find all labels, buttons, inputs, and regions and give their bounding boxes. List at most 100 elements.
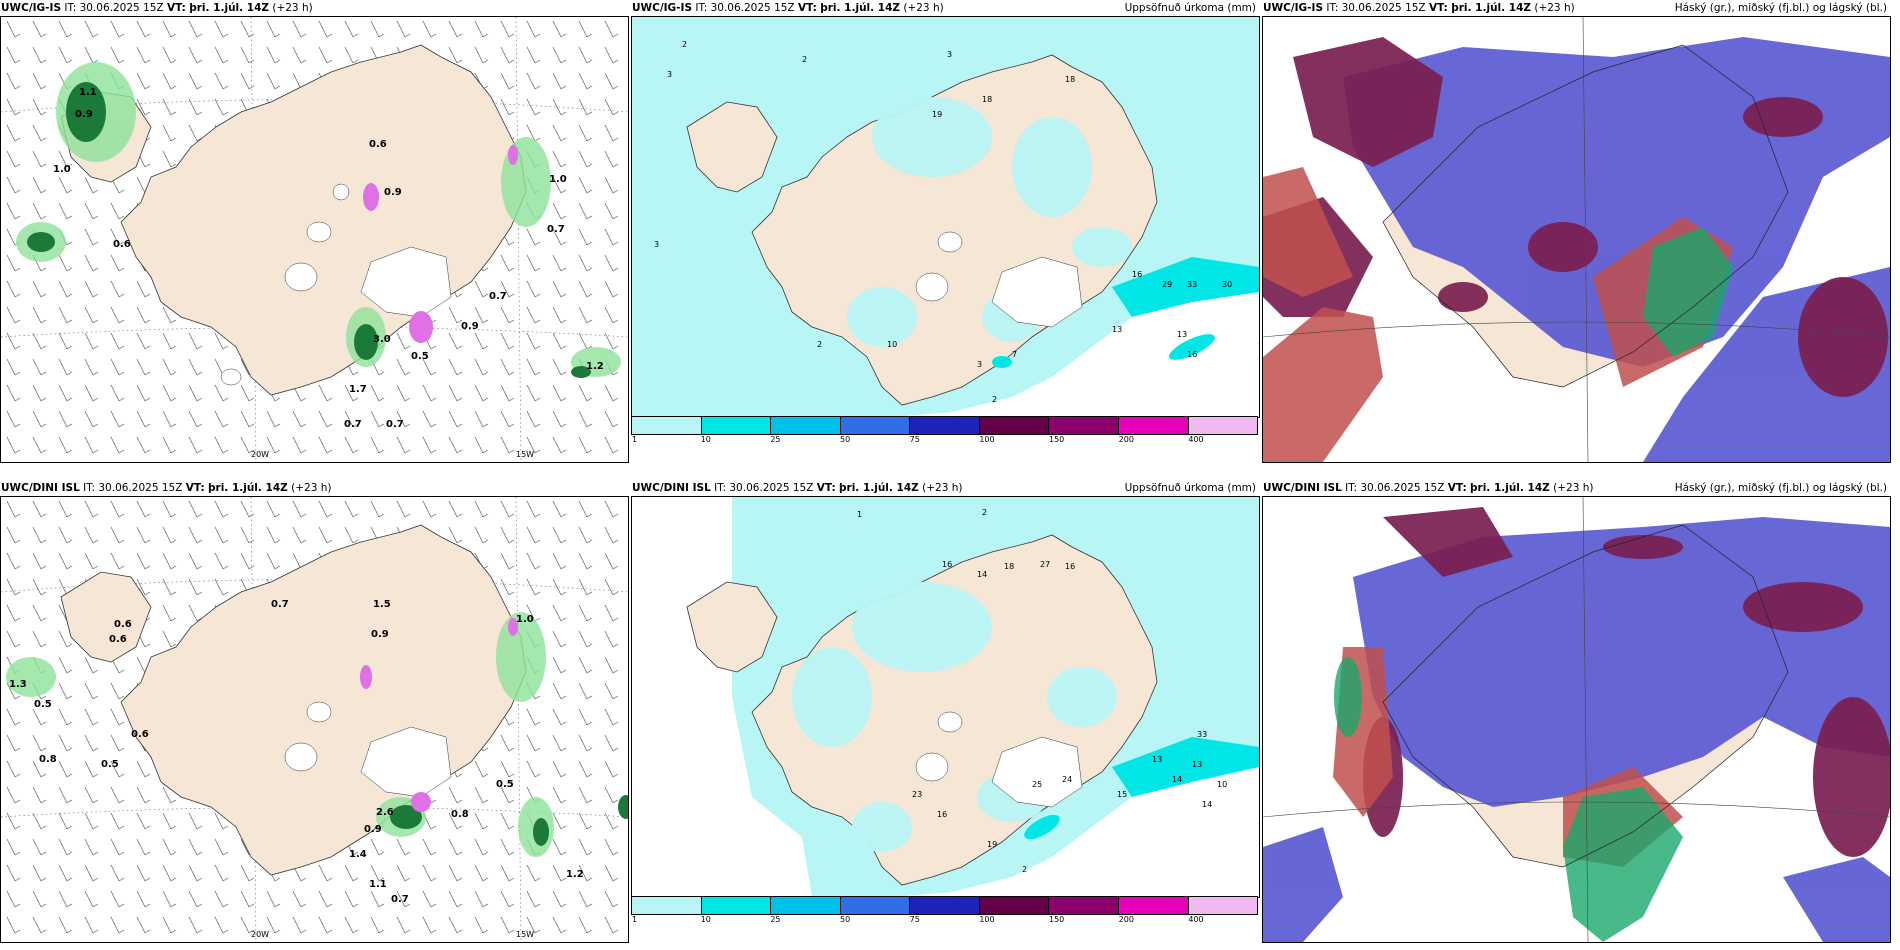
- precip-value: 3: [977, 360, 982, 369]
- cloud-map: [1263, 17, 1890, 462]
- panel-title: UWC/IG-IS IT: 30.06.2025 15Z VT: þri. 1.…: [0, 0, 629, 16]
- colorbar-cell: [701, 897, 772, 914]
- lon-label: 15W: [516, 930, 534, 939]
- field-title: Háský (gr.), miðský (fj.bl.) og lágský (…: [1674, 2, 1887, 14]
- vt-label: VT:: [816, 482, 836, 494]
- precip-rate-labels: 1.1 0.9 1.0 0.6 0.6 0.9 1.0 0.7 0.7 0.9 …: [53, 87, 604, 430]
- precip-value: 19: [987, 840, 997, 849]
- precip-value: 3: [654, 240, 659, 249]
- vt-label: VT:: [185, 482, 205, 494]
- wind-map: 1.1 0.9 1.0 0.6 0.6 0.9 1.0 0.7 0.7 0.9 …: [1, 17, 628, 462]
- colorbar-label: 1: [632, 435, 638, 444]
- precip-value: 2: [1022, 865, 1027, 874]
- rate-label: 0.7: [391, 894, 409, 905]
- rate-label: 1.2: [586, 361, 604, 372]
- precip-value: 16: [937, 810, 947, 819]
- colorbar-label: 100: [979, 915, 995, 924]
- lon-label: 20W: [251, 930, 269, 939]
- colorbar-label: 75: [909, 915, 920, 924]
- rate-label: 0.5: [34, 699, 52, 710]
- rate-label: 0.6: [114, 619, 132, 630]
- colorbar-cell: [1049, 417, 1119, 434]
- vt-label: VT:: [1447, 482, 1467, 494]
- precip-value: 16: [942, 560, 952, 569]
- colorbar-label: 50: [840, 915, 851, 924]
- lead-time: (+23 h): [922, 482, 963, 494]
- panel-dini-cloud: UWC/DINI ISL IT: 30.06.2025 15Z VT: þri.…: [1262, 480, 1891, 944]
- precip-values: 1 2 16 14 18 27 16 33 13 13 14 10 14 25 …: [857, 508, 1227, 874]
- lead-time: (+23 h): [272, 2, 313, 14]
- rate-label: 0.7: [344, 419, 362, 430]
- panel-ig-precip: UWC/IG-IS IT: 30.06.2025 15Z VT: þri. 1.…: [631, 0, 1260, 464]
- rate-label: 0.5: [101, 759, 119, 770]
- precip-value: 18: [1065, 75, 1075, 84]
- wind-map: 0.6 0.6 0.7 1.5 0.9 1.0 1.3 0.5 0.8 0.5 …: [1, 497, 628, 942]
- rate-label: 0.8: [39, 754, 57, 765]
- rate-label: 0.6: [369, 139, 387, 150]
- lead-time: (+23 h): [1534, 2, 1575, 14]
- model-name: UWC/IG-IS: [632, 2, 693, 14]
- precip-value: 27: [1040, 560, 1050, 569]
- precip-value: 14: [977, 570, 987, 579]
- colorbar-label: 150: [1049, 915, 1065, 924]
- panel-ig-wind: UWC/IG-IS IT: 30.06.2025 15Z VT: þri. 1.…: [0, 0, 629, 464]
- panel-dini-precip: UWC/DINI ISL IT: 30.06.2025 15Z VT: þri.…: [631, 480, 1260, 944]
- precip-heavy: [27, 82, 591, 378]
- rate-label: 1.1: [79, 87, 97, 98]
- panel-title: UWC/DINI ISL IT: 30.06.2025 15Z VT: þri.…: [1262, 480, 1891, 496]
- precip-value: 2: [682, 40, 687, 49]
- panel-title: UWC/DINI ISL IT: 30.06.2025 15Z VT: þri.…: [0, 480, 629, 496]
- rate-label: 1.4: [349, 849, 367, 860]
- model-name: UWC/IG-IS: [1263, 2, 1324, 14]
- valid-time: þri. 1.júl. 14Z: [1470, 482, 1550, 494]
- rate-label: 3.0: [373, 334, 391, 345]
- rate-label: 1.5: [373, 599, 391, 610]
- rate-label: 0.8: [451, 809, 469, 820]
- precip-value: 25: [1032, 780, 1042, 789]
- precip-value: 1: [857, 510, 862, 519]
- rate-label: 0.7: [271, 599, 289, 610]
- colorbar-cell: [632, 897, 702, 914]
- precip-map: 1 2 16 14 18 27 16 33 13 13 14 10 14 25 …: [632, 497, 1259, 897]
- lead-time: (+23 h): [903, 2, 944, 14]
- precip-value: 2: [992, 395, 997, 404]
- model-name: UWC/DINI ISL: [1, 482, 80, 494]
- rate-label: 0.9: [384, 187, 402, 198]
- colorbar-cell: [979, 897, 1050, 914]
- rate-label: 1.2: [566, 869, 584, 880]
- colorbar-label: 200: [1118, 915, 1134, 924]
- colorbar-cell: [1118, 417, 1189, 434]
- rate-label: 1.3: [9, 679, 27, 690]
- rate-label: 0.6: [113, 239, 131, 250]
- field-title: Háský (gr.), miðský (fj.bl.) og lágský (…: [1674, 482, 1887, 494]
- precip-value: 2: [982, 508, 987, 517]
- rate-label: 0.9: [75, 109, 93, 120]
- colorbar-cell: [771, 417, 841, 434]
- precip-value: 16: [1187, 350, 1197, 359]
- it-label: IT:: [714, 482, 727, 494]
- hail-areas: [363, 145, 518, 343]
- it-label: IT:: [695, 2, 708, 14]
- colorbar-label: 100: [979, 435, 995, 444]
- model-name: UWC/DINI ISL: [632, 482, 711, 494]
- rate-label: 0.7: [489, 291, 507, 302]
- colorbar-label: 1: [632, 915, 638, 924]
- rate-label: 0.6: [109, 634, 127, 645]
- colorbar-label: 25: [770, 435, 781, 444]
- colorbar-label: 400: [1188, 435, 1204, 444]
- init-time: 30.06.2025 15Z: [729, 482, 814, 494]
- model-name: UWC/DINI ISL: [1263, 482, 1342, 494]
- panel-title: UWC/DINI ISL IT: 30.06.2025 15Z VT: þri.…: [631, 480, 1260, 496]
- rate-label: 1.0: [549, 174, 567, 185]
- valid-time: þri. 1.júl. 14Z: [820, 2, 901, 14]
- rate-label: 0.7: [386, 419, 404, 430]
- colorbar-cell: [632, 417, 702, 434]
- init-time: 30.06.2025 15Z: [1341, 2, 1426, 14]
- map-frame: [1262, 16, 1891, 463]
- panel-ig-cloud: UWC/IG-IS IT: 30.06.2025 15Z VT: þri. 1.…: [1262, 0, 1891, 464]
- precip-colorbar: 1 10 25 50 75 100 150 200 400: [631, 896, 1259, 924]
- precip-value: 16: [1132, 270, 1142, 279]
- precip-value: 13: [1112, 325, 1122, 334]
- colorbar-cell: [771, 897, 841, 914]
- colorbar-cell: [701, 417, 772, 434]
